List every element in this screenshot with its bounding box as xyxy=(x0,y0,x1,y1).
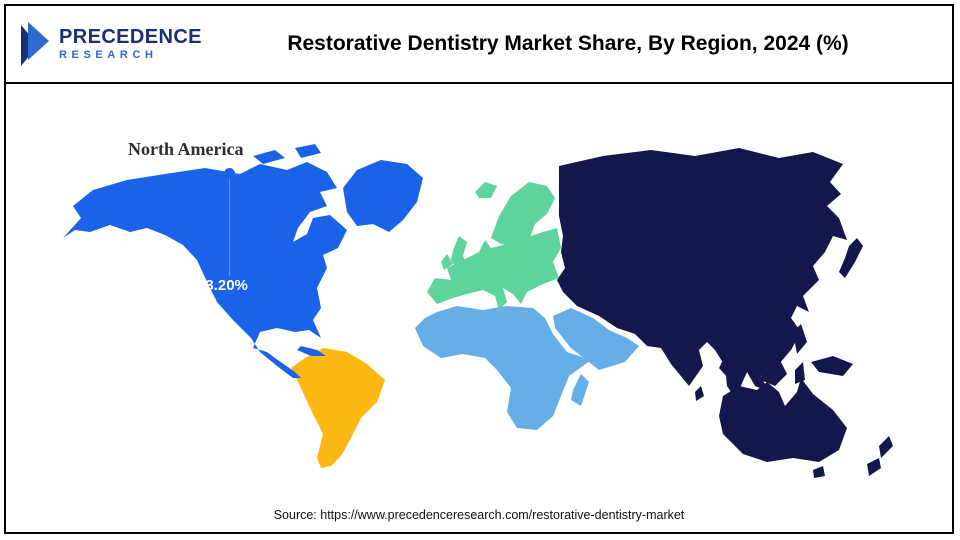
map-area: North America 43.20% Source: https://www… xyxy=(6,84,952,532)
south-america-region xyxy=(291,348,385,468)
europe-region xyxy=(427,182,561,310)
annotation-dot xyxy=(224,168,235,179)
brand-name: PRECEDENCE xyxy=(59,26,202,48)
asia-pacific-region xyxy=(557,148,893,478)
world-map xyxy=(63,144,893,478)
north-america-value: 43.20% xyxy=(197,277,248,294)
annotation-leader-line xyxy=(229,179,230,276)
header: PRECEDENCE RESEARCH Restorative Dentistr… xyxy=(6,6,952,84)
source-text: Source: https://www.precedenceresearch.c… xyxy=(273,508,685,522)
chart-frame: PRECEDENCE RESEARCH Restorative Dentistr… xyxy=(4,4,954,534)
chart-title: Restorative Dentistry Market Share, By R… xyxy=(287,32,849,55)
brand-text: PRECEDENCE RESEARCH xyxy=(59,27,202,61)
north-america-label: North America xyxy=(128,139,244,159)
brand-logo: PRECEDENCE RESEARCH xyxy=(6,21,214,67)
brand-subname: RESEARCH xyxy=(59,49,158,61)
north-america-region xyxy=(63,144,423,378)
precedence-logo-icon xyxy=(21,22,49,66)
africa-middle-east-region xyxy=(415,306,639,430)
